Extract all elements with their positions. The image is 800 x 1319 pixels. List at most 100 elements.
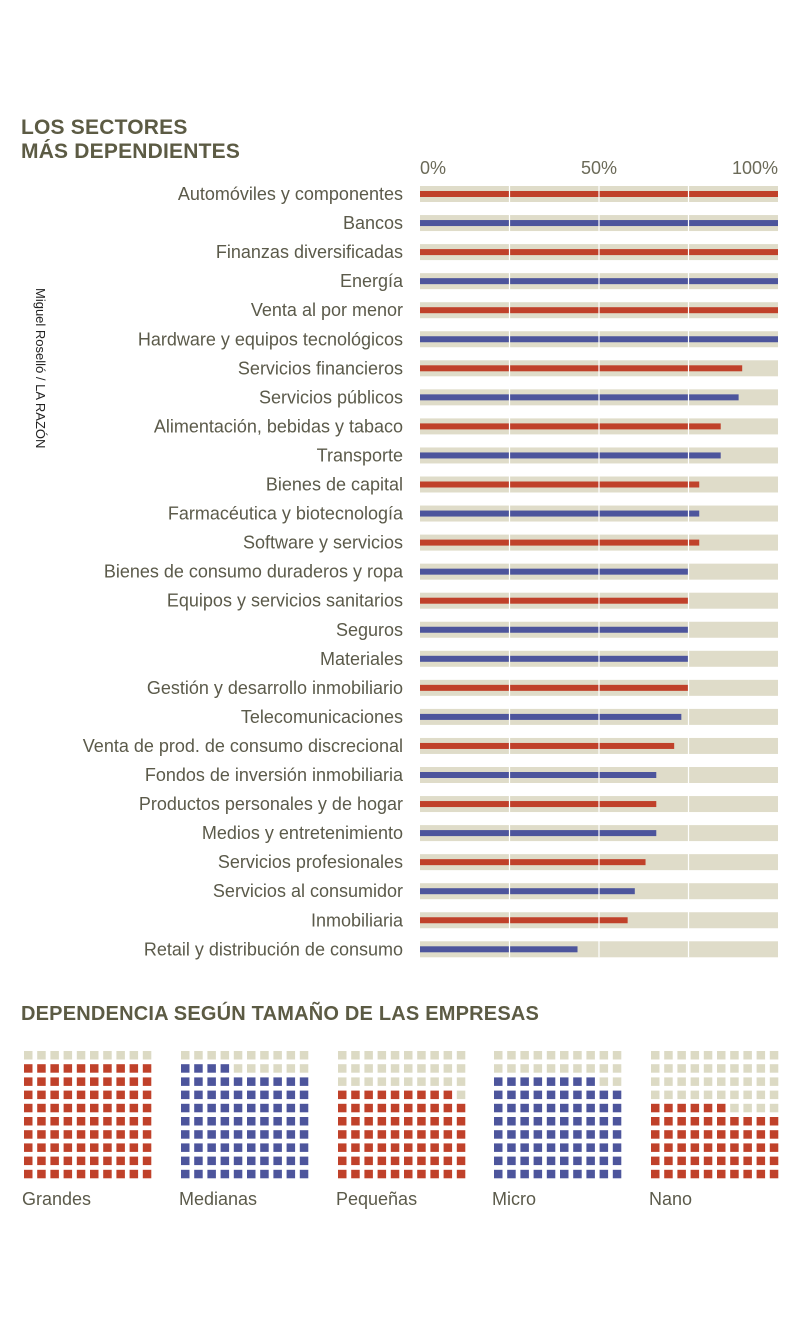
waffle-square-filled [220,1064,230,1073]
waffle-square-filled [677,1103,686,1113]
waffle-square-filled [651,1143,660,1152]
waffle-square-empty [651,1077,660,1086]
waffle-square-filled [573,1103,582,1113]
waffle-square-filled [286,1077,296,1086]
waffle-square-filled [430,1103,439,1113]
waffle-square-filled [612,1143,622,1152]
waffle-square-empty [586,1051,595,1060]
waffle-square-filled [664,1130,673,1139]
waffle-square-empty [507,1051,516,1060]
waffle-square-empty [364,1077,373,1086]
category-label: Finanzas diversificadas [216,242,403,262]
category-label: Venta de prod. de consumo discrecional [83,736,403,756]
category-label: Farmacéutica y biotecnología [168,504,404,524]
waffle-square-filled [76,1156,86,1166]
waffle-square-filled [273,1169,282,1179]
waffle-square-filled [286,1117,296,1126]
waffle-square-filled [247,1103,256,1113]
waffle-square-empty [664,1051,673,1060]
bar [420,423,721,430]
waffle-square-filled [494,1156,503,1166]
waffle-square-filled [612,1169,622,1179]
category-label: Software y servicios [243,533,403,553]
waffle-square-filled [586,1130,595,1139]
waffle-square-empty [129,1051,139,1060]
waffle-square-filled [560,1130,569,1139]
waffle-square-filled [364,1143,373,1152]
bar [420,946,578,953]
waffle-square-filled [207,1077,216,1086]
category-label: Automóviles y componentes [178,184,403,204]
waffle-square-filled [37,1103,46,1113]
waffle-square-empty [494,1051,503,1060]
waffle-square-empty [260,1064,269,1073]
waffle-square-empty [273,1051,282,1060]
waffle-square-empty [364,1064,373,1073]
bar [420,597,689,604]
waffle-square-filled [207,1064,216,1073]
waffle-label: Grandes [22,1189,91,1209]
category-label: Hardware y equipos tecnológicos [138,329,403,349]
waffle-square-empty [651,1064,660,1073]
waffle-square-empty [599,1064,609,1073]
waffle-square-filled [717,1143,726,1152]
waffle-square-filled [76,1064,86,1073]
waffle-square-filled [338,1156,347,1166]
waffle-square-filled [769,1156,779,1166]
waffle-square-filled [103,1117,112,1126]
waffle-square-filled [220,1130,230,1139]
bar [420,539,700,546]
waffle-square-filled [730,1117,739,1126]
category-label: Seguros [336,620,403,640]
waffle-square-filled [586,1143,595,1152]
waffle-square-filled [286,1143,296,1152]
waffle-square-filled [377,1103,387,1113]
waffle-square-filled [533,1143,543,1152]
waffle-square-filled [247,1130,256,1139]
waffle-square-filled [417,1143,426,1152]
waffle-square-filled [24,1064,33,1073]
waffle-square-filled [390,1130,400,1139]
waffle-square-filled [90,1117,99,1126]
waffle-square-filled [90,1090,99,1100]
waffle-square-filled [717,1130,726,1139]
waffle-square-empty [377,1051,387,1060]
waffle-square-filled [273,1103,282,1113]
bar [420,801,657,808]
waffle-square-filled [273,1130,282,1139]
waffle-square-filled [286,1130,296,1139]
waffle-square-filled [664,1156,673,1166]
waffle-square-filled [703,1117,713,1126]
waffle-square-filled [533,1090,543,1100]
waffle-square-filled [50,1117,59,1126]
waffle-square-empty [599,1077,609,1086]
category-label: Retail y distribución de consumo [144,939,403,959]
waffle-square-filled [207,1169,216,1179]
waffle-square-empty [533,1064,543,1073]
waffle-square-filled [50,1156,59,1166]
waffle-square-filled [703,1156,713,1166]
waffle-square-filled [456,1117,466,1126]
waffle-square-empty [390,1064,400,1073]
waffle-square-filled [90,1103,99,1113]
waffle-square-empty [351,1064,360,1073]
waffle-square-filled [456,1103,466,1113]
waffle-square-filled [417,1117,426,1126]
x-tick-label: 50% [581,158,617,178]
waffle-square-filled [586,1156,595,1166]
waffle-square-filled [717,1117,726,1126]
waffle-square-filled [507,1077,516,1086]
waffle-square-filled [520,1143,529,1152]
waffle-square-empty [507,1064,516,1073]
chart-title-size: DEPENDENCIA SEGÚN TAMAÑO DE LAS EMPRESAS [21,1003,540,1025]
waffle-square-filled [181,1143,190,1152]
category-label: Telecomunicaciones [241,707,403,727]
waffle-square-empty [677,1051,686,1060]
waffle-square-filled [24,1156,33,1166]
waffle-square-filled [50,1143,59,1152]
category-label: Servicios al consumidor [213,881,403,901]
waffle-label: Nano [649,1189,692,1209]
waffle-square-empty [756,1051,766,1060]
bar [420,859,646,866]
waffle-square-empty [443,1051,453,1060]
